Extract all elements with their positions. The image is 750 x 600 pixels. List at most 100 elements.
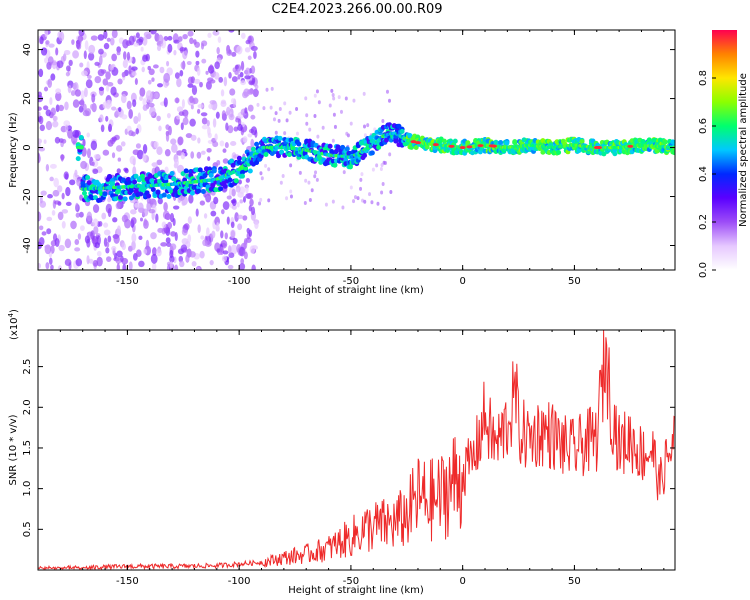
heatmap-noise-cell [267,198,271,203]
heatmap-ridge-cell [556,149,562,155]
heatmap-noise-cell [138,260,145,268]
heatmap-noise-cell [107,235,112,243]
heatmap-noise-cell [344,96,348,101]
heatmap-noise-cell [121,71,126,78]
heatmap-noise-cell [148,209,156,214]
heatmap-noise-cell [92,204,100,213]
heatmap-noise-cell [82,110,90,117]
heatmap-noise-cell [264,163,268,168]
bottom-y-tick-label: 0.5 [22,521,33,537]
heatmap-noise-cell [66,65,71,72]
heatmap-noise-cell [267,167,271,172]
heatmap-noise-cell [122,263,127,270]
heatmap-noise-cell [239,246,246,257]
heatmap-noise-cell [147,79,152,85]
heatmap-noise-cell [207,156,211,162]
heatmap-ridge-cell [247,168,253,174]
snr-panel: -150 -100 -50 0 50 0.5 1.0 1.5 2.0 2.5 Height of… [7,309,676,596]
heatmap-ridge-cell [85,175,91,181]
heatmap-noise-cell [236,45,243,55]
heatmap-ridge-cell [399,129,405,135]
heatmap-noise-cell [149,106,156,117]
heatmap-noise-cell [181,200,186,206]
y-scale-factor: (x104) [7,309,20,340]
spectrogram-panel: -150 -100 -50 0 50 -40 -20 0 20 40 Height of str… [8,29,676,296]
heatmap-noise-cell [83,50,87,60]
heatmap-ridge-cell [208,172,214,178]
heatmap-noise-cell [178,111,185,116]
heatmap-noise-cell [249,198,254,207]
heatmap-noise-cell [199,200,206,206]
top-x-tick-label: -150 [116,276,139,287]
heatmap-noise-cell [199,250,205,259]
heatmap-noise-cell [259,197,263,202]
heatmap-noise-cell [74,247,81,252]
heatmap-noise-cell [216,248,221,253]
heatmap-ridge-cell [146,193,152,199]
heatmap-noise-cell [359,177,363,182]
heatmap-noise-cell [94,75,102,84]
bottom-y-tick-label: 2.5 [22,359,33,375]
heatmap-noise-cell [98,55,103,66]
heatmap-noise-cell [134,202,140,208]
heatmap-noise-cell [188,194,194,204]
heatmap-noise-cell [170,243,177,251]
heatmap-noise-cell [106,37,111,42]
heatmap-noise-cell [250,206,256,216]
heatmap-noise-cell [289,163,293,168]
heatmap-noise-cell [156,159,163,166]
heatmap-noise-cell [107,123,113,133]
heatmap-noise-cell [254,84,259,90]
heatmap-ridge-cell [222,183,228,189]
heatmap-noise-cell [57,185,63,193]
heatmap-noise-cell [205,70,209,75]
heatmap-noise-cell [143,31,151,38]
heatmap-noise-cell [57,211,64,221]
heatmap-noise-cell [79,194,84,201]
spectrogram-heatmap [38,30,675,270]
heatmap-ridge-cell [236,155,242,161]
heatmap-ridge-cell [498,139,504,145]
heatmap-noise-cell [212,30,220,36]
heatmap-noise-cell [205,193,212,203]
heatmap-ridge-cell [415,134,421,140]
heatmap-ridge-cell [465,140,471,146]
heatmap-noise-cell [189,251,196,258]
heatmap-noise-cell [308,197,312,202]
heatmap-ridge-cell [189,190,195,196]
heatmap-noise-cell [38,142,41,148]
heatmap-noise-cell [54,200,61,205]
heatmap-noise-cell [222,201,230,210]
heatmap-noise-cell [168,125,172,136]
heatmap-noise-cell [142,36,148,46]
heatmap-noise-cell [315,89,319,94]
heatmap-noise-cell [103,222,109,228]
heatmap-ridge-cell [277,135,283,141]
heatmap-noise-cell [216,47,220,55]
heatmap-noise-cell [333,124,337,129]
heatmap-ridge-cell [218,186,224,192]
heatmap-noise-cell [124,168,129,174]
colorbar-ticks: 0.0 0.2 0.4 0.6 0.8 [698,70,716,278]
heatmap-ridge-cell [612,151,618,157]
heatmap-noise-cell [151,162,158,168]
heatmap-noise-cell [245,39,251,45]
heatmap-noise-cell [342,170,346,175]
heatmap-noise-cell [156,115,161,122]
heatmap-noise-cell [128,35,135,46]
heatmap-noise-cell [274,130,278,135]
heatmap-noise-cell [161,221,167,229]
heatmap-noise-cell [38,211,42,222]
heatmap-noise-cell [227,125,234,134]
heatmap-noise-cell [160,242,168,247]
heatmap-noise-cell [118,106,122,113]
heatmap-noise-cell [38,138,43,144]
heatmap-noise-cell [165,237,171,244]
heatmap-noise-cell [121,242,126,251]
heatmap-noise-cell [212,141,219,148]
heatmap-noise-cell [65,186,71,197]
heatmap-noise-cell [196,67,201,77]
heatmap-ridge-cell [662,139,668,145]
heatmap-noise-cell [289,189,293,194]
heatmap-noise-cell [111,246,117,251]
